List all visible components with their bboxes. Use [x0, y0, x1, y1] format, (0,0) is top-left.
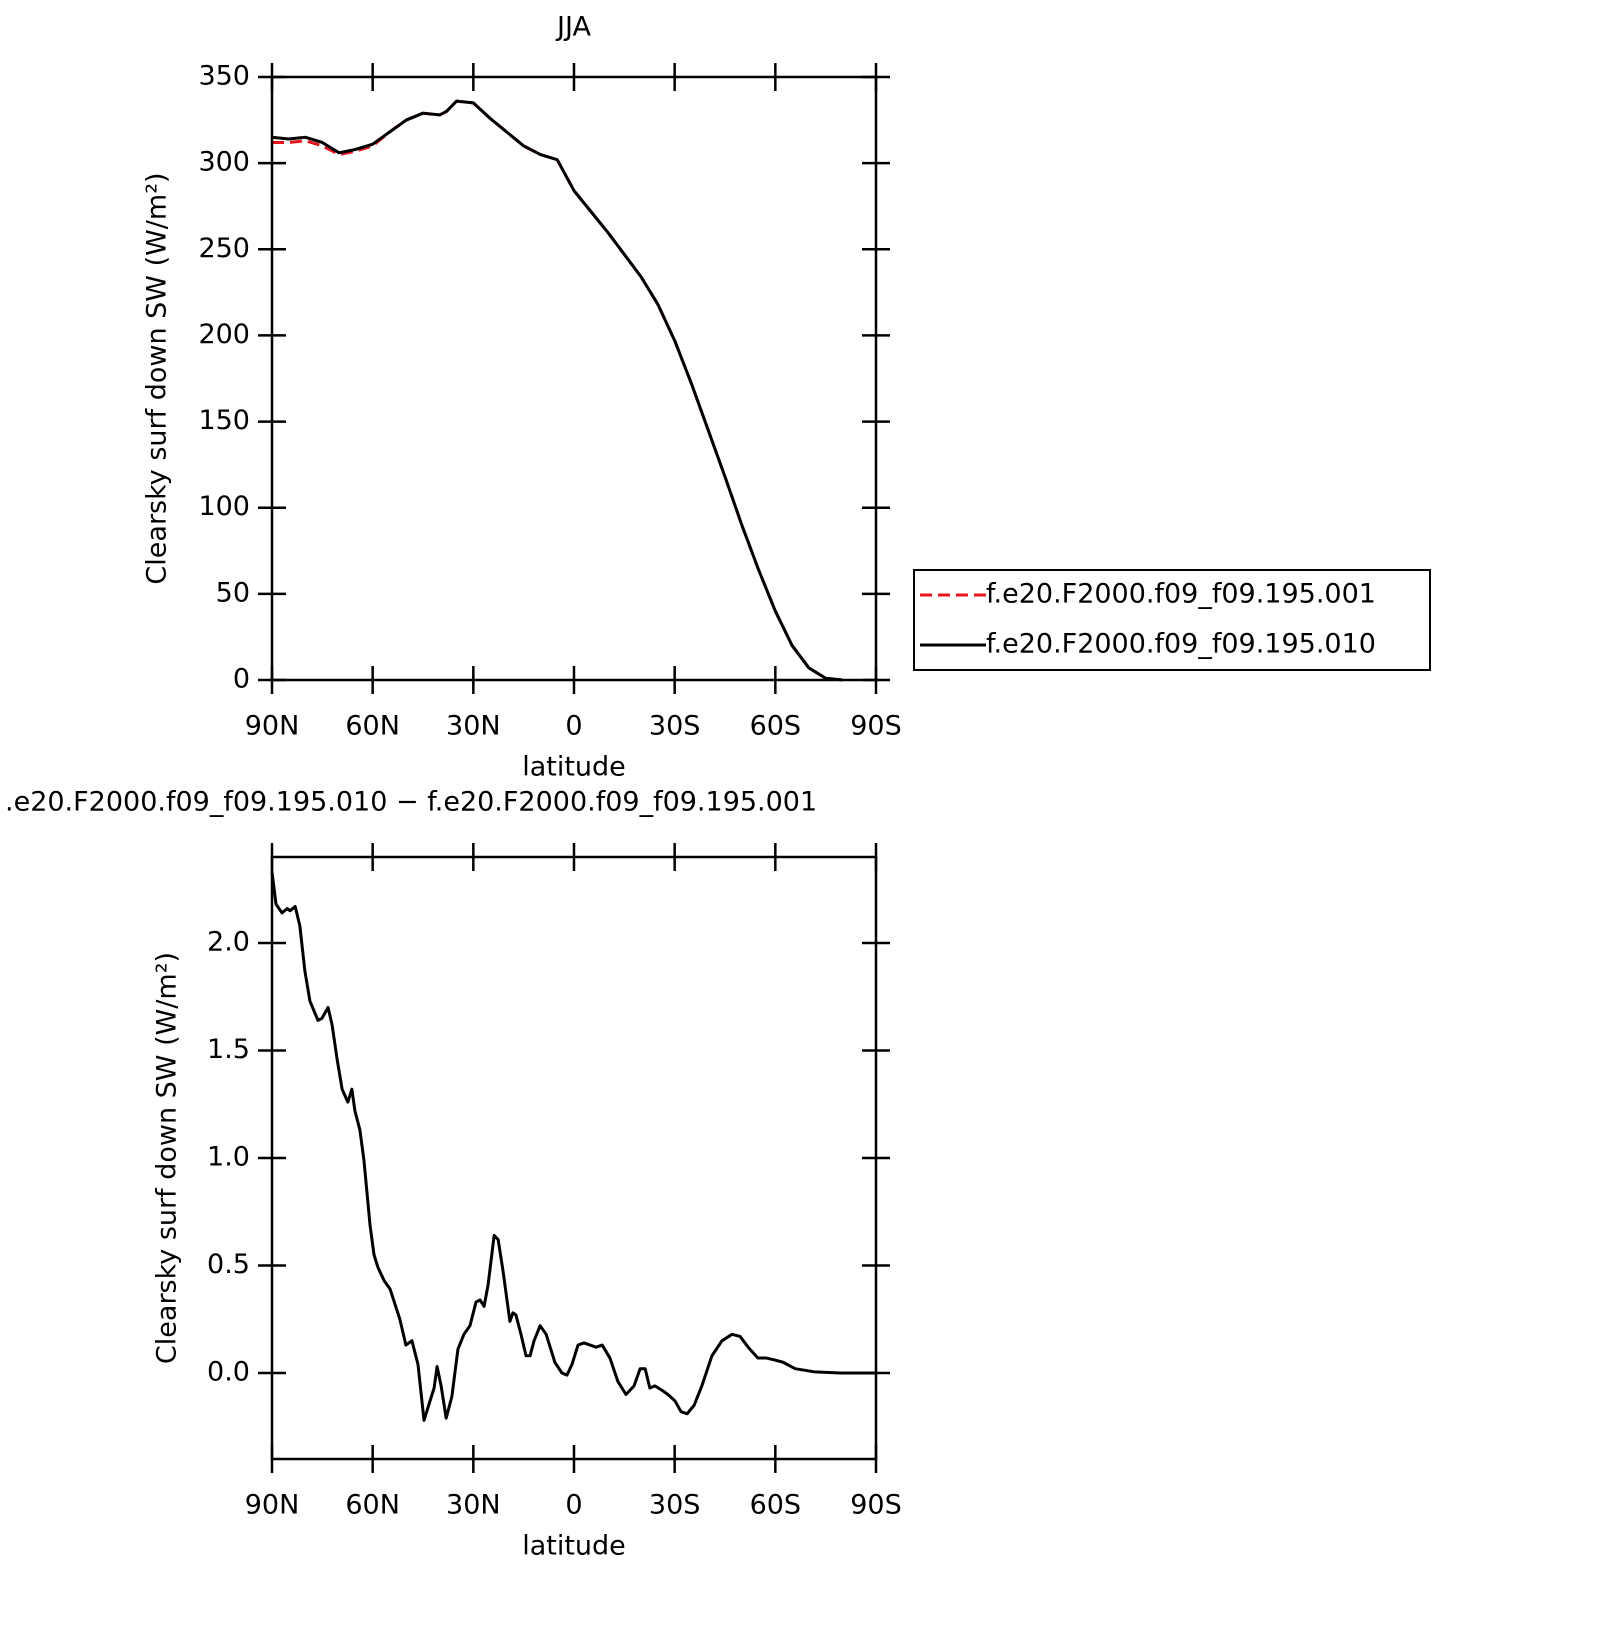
legend-label: f.e20.F2000.f09_f09.195.001: [986, 579, 1376, 610]
data-line: [271, 99, 843, 682]
y-tick-label: 1.0: [207, 1142, 250, 1173]
x-axis-label: latitude: [522, 1531, 626, 1562]
plot-frame: [270, 855, 878, 1461]
y-axis-label: Clearsky surf down SW (W/m²): [142, 172, 173, 584]
data-line: [270, 871, 876, 1422]
y-tick-label: 200: [198, 319, 250, 350]
plot-frame: [270, 75, 878, 682]
x-axis-label: latitude: [522, 752, 626, 783]
x-tick-label: 0: [565, 711, 582, 742]
chart-title: JJA: [555, 12, 591, 43]
y-tick-label: 100: [198, 491, 250, 522]
y-tick-label: 150: [198, 405, 250, 436]
y-tick-label: 0: [233, 664, 250, 695]
legend-box: [913, 569, 1431, 671]
x-tick-label: 60S: [750, 1490, 802, 1521]
data-line: [272, 99, 843, 682]
y-tick-label: 300: [198, 147, 250, 178]
x-tick-label: 90N: [245, 1490, 300, 1521]
y-tick-label: 2.0: [207, 927, 250, 958]
y-tick-label: 350: [198, 61, 250, 92]
x-tick-label: 60N: [345, 711, 400, 742]
y-tick-label: 1.5: [207, 1034, 250, 1065]
x-tick-label: 60S: [750, 711, 802, 742]
x-tick-label: 90N: [245, 711, 300, 742]
x-tick-label: 60N: [345, 1490, 400, 1521]
legend-label: f.e20.F2000.f09_f09.195.010: [986, 629, 1376, 660]
x-tick-label: 90S: [850, 711, 902, 742]
y-tick-label: 0.5: [207, 1249, 250, 1280]
y-tick-label: 50: [216, 577, 250, 608]
x-tick-label: 30N: [446, 1490, 501, 1521]
y-axis-label: Clearsky surf down SW (W/m²): [152, 952, 183, 1364]
y-tick-label: 0.0: [207, 1357, 250, 1388]
y-tick-label: 250: [198, 233, 250, 264]
x-tick-label: 30S: [649, 1490, 701, 1521]
chart-title: .e20.F2000.f09_f09.195.010 − f.e20.F2000…: [5, 787, 817, 818]
x-tick-label: 30S: [649, 711, 701, 742]
x-tick-label: 30N: [446, 711, 501, 742]
x-tick-label: 0: [565, 1490, 582, 1521]
x-tick-label: 90S: [850, 1490, 902, 1521]
